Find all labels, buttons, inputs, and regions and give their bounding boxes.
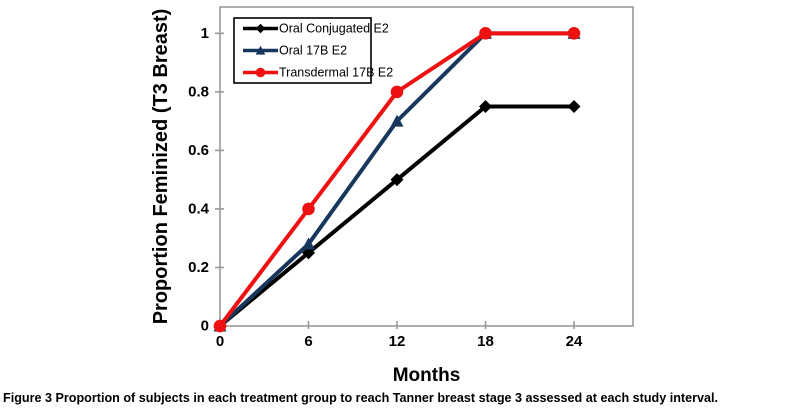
circle-marker (255, 67, 266, 78)
y-tick-label: 0 (201, 318, 209, 335)
x-tick-label: 0 (216, 333, 224, 350)
diamond-marker (390, 173, 404, 187)
x-tick-label: 6 (304, 333, 312, 350)
legend-item-label: Transdermal 17B E2 (279, 66, 393, 80)
circle-marker (302, 202, 315, 216)
series-line (218, 104, 574, 328)
caption-label: Figure 3 (3, 391, 52, 405)
plot-frame (219, 6, 634, 327)
x-tick-label: 18 (477, 333, 494, 350)
x-tick-label: 12 (389, 333, 406, 350)
x-axis-title: Months (393, 365, 461, 386)
diamond-marker (479, 100, 492, 114)
circle-marker (390, 85, 404, 99)
legend-item-label: Oral Conjugated E2 (279, 22, 389, 36)
y-tick-label: 0.6 (188, 142, 209, 159)
y-tick-label: 0.8 (188, 83, 209, 100)
legend-item-label: Oral 17B E2 (279, 44, 347, 58)
triangle-marker (390, 114, 404, 127)
y-tick-label: 0.2 (188, 259, 209, 276)
diamond-marker (567, 100, 581, 114)
figure-caption: Figure 3 Proportion of subjects in each … (3, 391, 792, 407)
x-tick-label: 24 (566, 333, 583, 350)
y-tick-label: 1 (201, 25, 209, 42)
caption-text: Proportion of subjects in each treatment… (55, 391, 719, 405)
circle-marker (213, 319, 227, 333)
y-tick-label: 0.4 (188, 200, 210, 217)
circle-marker (479, 27, 492, 40)
line-chart: Proportion Feminized (T3 Breast) Months … (150, 6, 634, 386)
y-axis-title: Proportion Feminized (T3 Breast) (150, 9, 172, 325)
triangle-marker (255, 45, 266, 55)
circle-marker (567, 27, 581, 40)
diamond-marker (255, 23, 266, 34)
triangle-marker (302, 237, 315, 250)
